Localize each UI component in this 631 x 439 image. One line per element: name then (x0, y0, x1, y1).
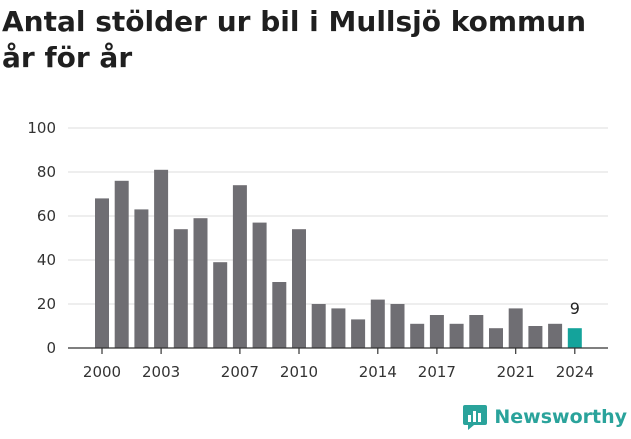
x-tick-label: 2017 (418, 363, 456, 381)
bar-2008 (252, 222, 267, 348)
y-tick-label: 100 (27, 119, 56, 137)
bar-2005 (193, 218, 208, 348)
data-labels: 9 (570, 299, 580, 318)
bar-2013 (351, 319, 366, 348)
x-tick-label: 2010 (280, 363, 318, 381)
x-tick-label: 2007 (221, 363, 259, 381)
x-axis-ticks: 2000 2003 2007 2010 2014 2017 2021 2024 (83, 348, 594, 381)
bars (95, 169, 582, 348)
newsworthy-logo-icon (463, 405, 488, 430)
chart-title: Antal stölder ur bil i Mullsjö kommun år… (2, 5, 587, 74)
bar-2000 (95, 198, 109, 348)
bar-2023 (548, 323, 563, 348)
bar-2019 (469, 315, 484, 348)
bar-2012 (331, 308, 346, 348)
bar-2002 (134, 209, 149, 348)
bar-2017 (429, 315, 444, 348)
bar-2024 (567, 328, 582, 348)
y-axis-ticks: 0 20 40 60 80 100 (27, 119, 56, 357)
bar-2003 (154, 169, 169, 348)
bar-2016 (410, 323, 425, 348)
bar-2022 (528, 326, 543, 348)
newsworthy-brand: Newsworthy (462, 401, 627, 433)
bar-2001 (114, 180, 129, 348)
x-tick-label: 2024 (556, 363, 594, 381)
grid-lines (68, 127, 608, 305)
bar-2009 (272, 282, 287, 348)
y-tick-label: 80 (37, 163, 56, 181)
bar-2007 (232, 185, 247, 348)
bar-2015 (390, 304, 405, 348)
bar-2004 (173, 229, 188, 348)
x-tick-label: 2003 (142, 363, 180, 381)
bar-2021 (508, 308, 523, 348)
bar-2014 (370, 299, 385, 348)
x-tick-label: 2014 (359, 363, 397, 381)
y-tick-label: 60 (37, 207, 56, 225)
y-tick-label: 0 (46, 339, 56, 357)
highlight-value-label: 9 (570, 299, 580, 318)
brand-name: Newsworthy (494, 406, 627, 428)
bar-2006 (213, 262, 228, 348)
bar-2010 (292, 229, 306, 348)
bar-2018 (449, 323, 464, 348)
x-tick-label: 2000 (83, 363, 121, 381)
bar-2011 (311, 304, 326, 348)
x-tick-label: 2021 (497, 363, 535, 381)
y-tick-label: 40 (37, 251, 56, 269)
y-tick-label: 20 (37, 295, 56, 313)
bar-2020 (489, 328, 503, 348)
